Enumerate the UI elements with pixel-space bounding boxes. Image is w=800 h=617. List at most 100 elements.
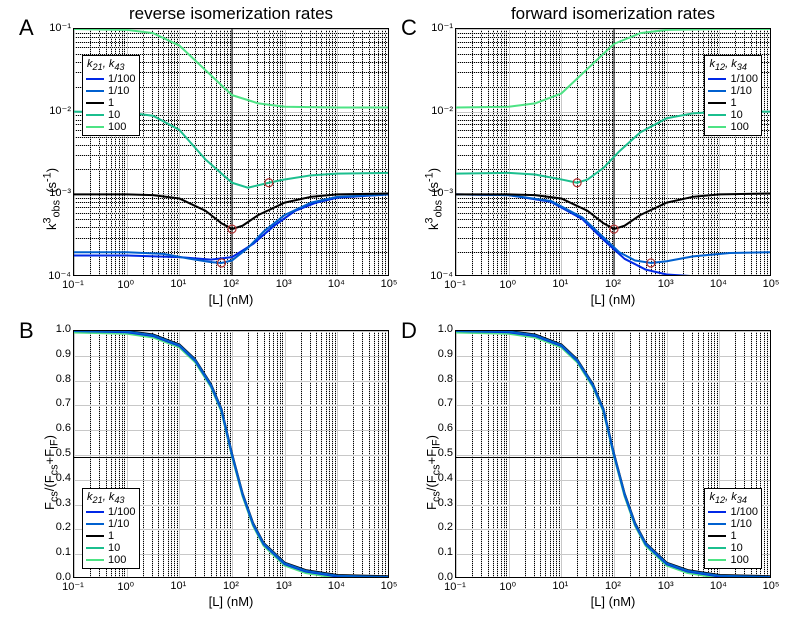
legend-label: 1/100: [730, 73, 758, 85]
ytick-label: 0.2: [425, 521, 453, 533]
legend-swatch: [708, 114, 726, 116]
legend-swatch: [708, 90, 726, 92]
ytick-label: 0.0: [425, 571, 453, 583]
ytick-label: 0.6: [43, 422, 71, 434]
legend-swatch: [86, 78, 104, 80]
panel-letter-c: C: [401, 15, 417, 41]
xtick-label: 10⁵: [759, 580, 783, 592]
ytick-label: 10⁻²: [421, 104, 453, 117]
legend-swatch: [708, 547, 726, 549]
ytick-label: 10⁻¹: [39, 21, 71, 34]
legend-swatch: [708, 511, 726, 513]
xtick-label: 10⁴: [706, 580, 730, 592]
legend-row: 1/100: [86, 73, 136, 85]
ytick-label: 0.5: [425, 447, 453, 459]
xtick-label: 10⁰: [114, 580, 138, 593]
xtick-label: 10⁴: [706, 278, 730, 290]
legend: k12, k341/1001/10110100: [704, 488, 762, 569]
plot-a: k21, k431/1001/10110100: [73, 28, 389, 276]
figure: reverse isomerization rates forward isom…: [0, 0, 800, 617]
xtick-label: 10⁵: [759, 278, 783, 290]
ytick-label: 0.3: [43, 497, 71, 509]
legend-swatch: [86, 523, 104, 525]
ytick-label: 0.2: [43, 521, 71, 533]
legend-row: 10: [708, 542, 758, 554]
ytick-label: 0.3: [425, 497, 453, 509]
legend-swatch: [86, 511, 104, 513]
xtick-label: 10²: [219, 580, 243, 592]
ytick-label: 0.4: [43, 472, 71, 484]
legend: k21, k431/1001/10110100: [82, 55, 140, 136]
legend-swatch: [708, 535, 726, 537]
ytick-label: 10⁻³: [421, 186, 453, 199]
legend-row: 10: [86, 542, 136, 554]
legend-label: 100: [730, 554, 748, 566]
legend-label: 100: [730, 121, 748, 133]
legend-label: 1: [730, 530, 736, 542]
xtick-label: 10¹: [166, 278, 190, 290]
ytick-label: 10⁻¹: [421, 21, 453, 34]
legend-row: 100: [708, 121, 758, 133]
ytick-label: 0.7: [425, 397, 453, 409]
legend-swatch: [86, 535, 104, 537]
legend-row: 1/100: [86, 506, 136, 518]
ytick-label: 0.8: [43, 373, 71, 385]
ytick-label: 0.1: [43, 546, 71, 558]
legend-label: 10: [108, 109, 120, 121]
legend-row: 1/10: [86, 518, 136, 530]
xtick-label: 10¹: [166, 580, 190, 592]
xtick-label: 10³: [654, 278, 678, 290]
legend-row: 100: [86, 554, 136, 566]
ytick-label: 0.6: [425, 422, 453, 434]
xtick-label: 10⁰: [114, 278, 138, 291]
legend-label: 1: [108, 530, 114, 542]
legend-label: 1/100: [730, 506, 758, 518]
plot-d: k12, k341/1001/10110100: [455, 330, 771, 578]
legend-title: k21, k43: [86, 491, 136, 506]
legend: k21, k431/1001/10110100: [82, 488, 140, 569]
legend-label: 10: [108, 542, 120, 554]
xtick-label: 10⁴: [324, 580, 348, 592]
xlabel-c: [L] (nM): [455, 292, 771, 307]
legend-row: 1: [708, 97, 758, 109]
legend-swatch: [708, 126, 726, 128]
legend-title: k21, k43: [86, 58, 136, 73]
legend-label: 1/10: [108, 518, 129, 530]
legend-label: 1/100: [108, 73, 136, 85]
legend-label: 1/10: [108, 85, 129, 97]
xtick-label: 10¹: [548, 278, 572, 290]
legend-swatch: [86, 90, 104, 92]
xtick-label: 10³: [654, 580, 678, 592]
title-right: forward isomerization rates: [455, 4, 771, 24]
ytick-label: 1.0: [425, 323, 453, 335]
legend-row: 10: [86, 109, 136, 121]
ylabel-c: k3obs (s-1): [424, 30, 445, 230]
ytick-label: 10⁻⁴: [421, 269, 453, 282]
xlabel-a: [L] (nM): [73, 292, 389, 307]
xtick-label: 10⁰: [496, 580, 520, 593]
xtick-label: 10⁵: [377, 278, 401, 290]
legend-label: 10: [730, 109, 742, 121]
legend-swatch: [86, 547, 104, 549]
ytick-label: 0.4: [425, 472, 453, 484]
xtick-label: 10²: [601, 278, 625, 290]
ytick-label: 1.0: [43, 323, 71, 335]
legend-row: 1/10: [86, 85, 136, 97]
legend-row: 1/100: [708, 73, 758, 85]
legend-title: k12, k34: [708, 491, 758, 506]
ytick-label: 0.1: [425, 546, 453, 558]
plot-c: k12, k341/1001/10110100: [455, 28, 771, 276]
legend-swatch: [86, 114, 104, 116]
xtick-label: 10³: [272, 580, 296, 592]
xtick-label: 10⁴: [324, 278, 348, 290]
panel-letter-a: A: [19, 15, 34, 41]
panel-letter-b: B: [19, 318, 34, 344]
legend-label: 1/10: [730, 518, 751, 530]
legend-swatch: [86, 102, 104, 104]
legend-row: 1: [86, 530, 136, 542]
ytick-label: 0.5: [43, 447, 71, 459]
ytick-label: 10⁻³: [39, 186, 71, 199]
legend-swatch: [86, 559, 104, 561]
legend-swatch: [708, 559, 726, 561]
legend-row: 1: [708, 530, 758, 542]
